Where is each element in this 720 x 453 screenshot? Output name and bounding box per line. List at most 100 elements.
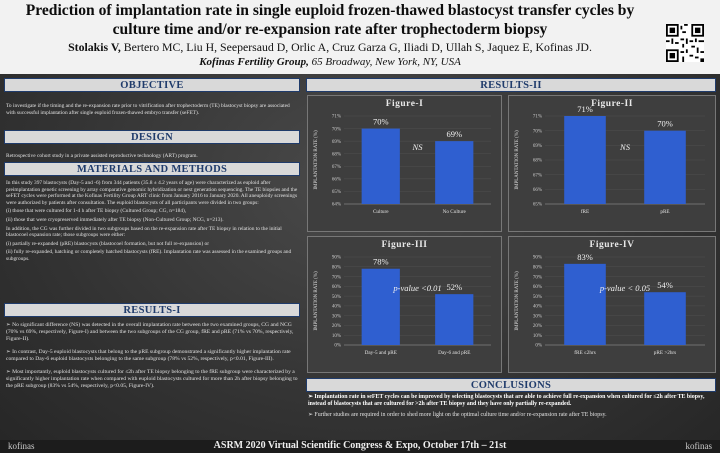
y-tick-label: 20% xyxy=(332,324,341,329)
methods-item-2: (ii) those that were cryopreserved immed… xyxy=(6,216,224,223)
y-tick-label: 66% xyxy=(533,188,542,193)
conclusions-bullet-1: Implantation rate in seFET cycles can be… xyxy=(308,394,705,408)
bar-value-label: 69% xyxy=(446,129,462,139)
conclusions-text: ➢ Implantation rate in seFET cycles can … xyxy=(308,394,705,419)
methods-item-1: (i) those that were cultured for 1-4 h a… xyxy=(6,208,187,215)
footer-logo-right: kofinas xyxy=(685,441,713,451)
figure-3: Figure-III IMPLANTATION RATE (%) 0% 10% 20%… xyxy=(307,236,502,373)
y-tick-label: 10% xyxy=(332,334,341,339)
y-tick-label: 90% xyxy=(332,256,341,261)
x-category-label: Culture xyxy=(373,209,389,215)
y-tick-label: 90% xyxy=(533,256,542,261)
bar xyxy=(564,116,606,204)
poster-title: Prediction of implantation rate in singl… xyxy=(25,2,635,38)
y-tick-label: 40% xyxy=(332,305,341,310)
qr-code-icon xyxy=(666,24,704,62)
y-tick-label: 40% xyxy=(533,305,542,310)
y-tick-label: 80% xyxy=(533,265,542,270)
methods-item-4: (ii) fully re-expanded, hatching or comp… xyxy=(6,249,292,262)
affiliation: Kofinas Fertility Group, 65 Broadway, Ne… xyxy=(10,56,650,68)
figure-1-chart: IMPLANTATION RATE (%) 64% 65% 66% 67% 68% 69% 7… xyxy=(314,115,491,215)
results-1-text: ➢ No significant difference (NS) was det… xyxy=(6,322,298,389)
y-tick-label: 80% xyxy=(332,265,341,270)
y-tick-label: 65% xyxy=(332,190,341,195)
y-tick-label: 68% xyxy=(533,159,542,164)
results-1-bullet-3: Most importantly, euploid blastocysts cu… xyxy=(6,369,298,389)
x-category-label: pRE >2hrs xyxy=(654,350,676,356)
figure-2-title: Figure-II xyxy=(591,99,633,109)
figure-1-title: Figure-I xyxy=(385,99,424,109)
y-tick-label: 30% xyxy=(533,314,542,319)
x-category-label: fRE xyxy=(581,208,589,215)
section-conclusions: CONCLUSIONS xyxy=(306,378,716,392)
bar-value-label: 83% xyxy=(577,252,593,262)
bar xyxy=(644,292,686,345)
affiliation-name: Kofinas Fertility Group, xyxy=(199,56,309,68)
figure-4-title: Figure-IV xyxy=(589,240,635,250)
footer-conference: ASRM 2020 Virtual Scientific Congress & … xyxy=(213,440,507,451)
bar xyxy=(435,294,474,345)
bar-value-label: 70% xyxy=(373,117,389,127)
significance-annotation: NS xyxy=(412,142,424,152)
bar xyxy=(361,128,400,204)
objective-text: To investigate if the timing and the re-… xyxy=(6,103,290,116)
figure-4-chart: IMPLANTATION RATE (%) 0% 10% 20% 30% 40% 50% 60… xyxy=(515,252,705,356)
author-list: Stolakis V, Bertero MC, Liu H, Seepersau… xyxy=(10,40,650,55)
results-1-bullet-1: No significant difference (NS) was detec… xyxy=(6,322,294,342)
bar xyxy=(435,141,474,204)
section-results-1: RESULTS-I xyxy=(4,303,300,317)
section-design: DESIGN xyxy=(4,130,300,144)
y-tick-label: 65% xyxy=(533,203,542,208)
y-tick-label: 70% xyxy=(332,275,341,280)
y-axis-label: IMPLANTATION RATE (%) xyxy=(515,271,520,331)
bar-value-label: 71% xyxy=(577,104,593,114)
significance-annotation: p-value < 0.05 xyxy=(599,283,650,293)
y-tick-label: 67% xyxy=(332,165,341,170)
y-tick-label: 60% xyxy=(533,285,542,290)
y-tick-label: 20% xyxy=(533,324,542,329)
lead-author: Stolakis V, xyxy=(68,40,121,54)
co-authors: Bertero MC, Liu H, Seepersaud D, Orlic A… xyxy=(120,40,592,54)
y-tick-label: 50% xyxy=(332,295,341,300)
section-results-2: RESULTS-II xyxy=(306,78,716,92)
y-tick-label: 71% xyxy=(332,115,341,120)
design-text: Retrospective cohort study in a private … xyxy=(6,153,198,159)
y-tick-label: 70% xyxy=(533,275,542,280)
figure-3-chart: IMPLANTATION RATE (%) 0% 10% 20% 30% 40% 50% 60… xyxy=(314,256,491,356)
y-tick-label: 60% xyxy=(332,285,341,290)
y-tick-label: 67% xyxy=(533,173,542,178)
bar-value-label: 70% xyxy=(657,119,673,129)
affiliation-address: 65 Broadway, New York, NY, USA xyxy=(308,56,461,68)
footer-logo-left: kofinas xyxy=(8,441,35,451)
figure-2: Figure-II IMPLANTATION RATE (%) 65% 66% 67%… xyxy=(508,95,716,232)
significance-annotation: NS xyxy=(619,142,631,152)
bar-value-label: 52% xyxy=(446,282,462,292)
y-tick-label: 30% xyxy=(332,314,341,319)
y-tick-label: 0% xyxy=(334,344,341,349)
figure-4: Figure-IV IMPLANTATION RATE (%) 0% 10% 20% 3… xyxy=(508,236,716,373)
x-category-label: Day-6 and pRE xyxy=(438,350,470,356)
methods-text: In this study 397 blastocysts (Day-5 and… xyxy=(6,180,298,265)
section-objective: OBJECTIVE xyxy=(4,78,300,92)
figure-2-chart: IMPLANTATION RATE (%) 65% 66% 67% 68% 69% 70% 7… xyxy=(515,104,705,215)
y-axis-label: IMPLANTATION RATE (%) xyxy=(314,130,319,190)
x-category-label: fRE ≤2hrs xyxy=(574,349,595,356)
x-category-label: No Culture xyxy=(443,209,467,215)
figure-3-title: Figure-III xyxy=(381,240,428,250)
y-axis-label: IMPLANTATION RATE (%) xyxy=(515,130,520,190)
results-1-bullet-2: In contrast, Day-5 euploid blastocysts t… xyxy=(6,349,291,362)
poster-header: Prediction of implantation rate in singl… xyxy=(0,0,720,74)
methods-paragraph-1: In this study 397 blastocysts (Day-5 and… xyxy=(6,180,298,206)
section-materials-methods: MATERIALS AND METHODS xyxy=(4,162,300,176)
bar xyxy=(361,268,400,345)
y-tick-label: 10% xyxy=(533,334,542,339)
y-tick-label: 70% xyxy=(332,127,341,132)
y-tick-label: 64% xyxy=(332,203,341,208)
bar xyxy=(644,130,686,204)
y-tick-label: 71% xyxy=(533,115,542,120)
y-tick-label: 69% xyxy=(533,144,542,149)
x-category-label: Day-5 and pRE xyxy=(365,350,397,356)
y-axis-label: IMPLANTATION RATE (%) xyxy=(314,271,319,331)
bar-value-label: 54% xyxy=(657,280,673,290)
